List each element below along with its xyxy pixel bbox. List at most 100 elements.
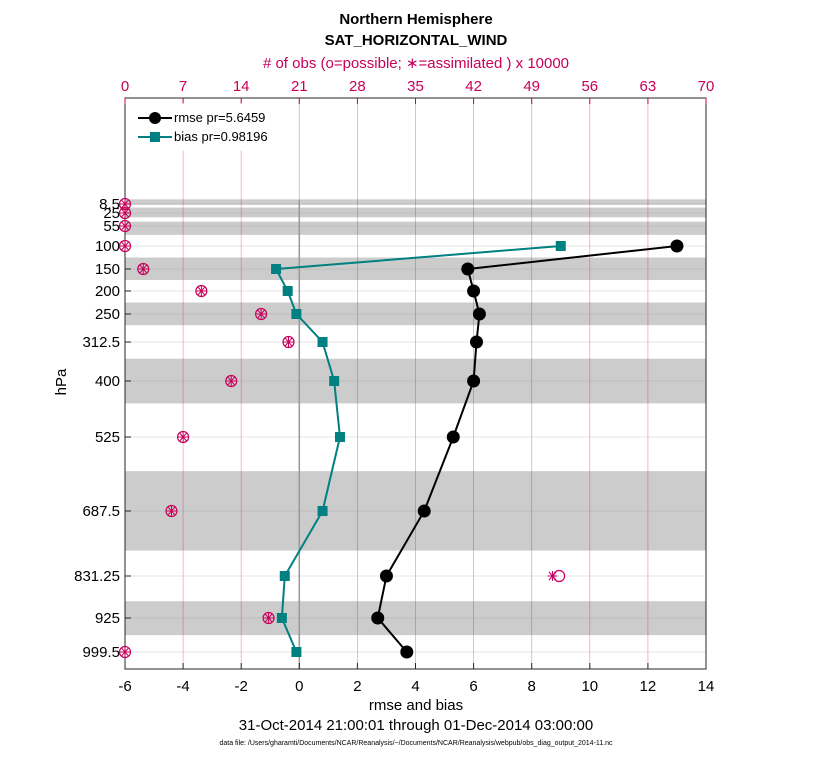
top-tick-label: 35 [407, 78, 424, 95]
top-tick-label: 0 [121, 78, 129, 95]
shaded-band [125, 302, 706, 326]
obs-possible-marker [118, 219, 132, 233]
legend-box [132, 103, 286, 151]
shaded-bands [125, 199, 706, 636]
shaded-band [125, 601, 706, 636]
top-tick-label: 56 [581, 78, 598, 95]
shaded-band [125, 199, 706, 205]
obs-assimilated-marker [263, 613, 274, 623]
obs-assimilated-marker [226, 376, 237, 386]
x-tick-label: -4 [176, 678, 189, 695]
y-tick-label: 200 [95, 283, 120, 300]
y-tick-label: 312.5 [82, 334, 120, 351]
top-tick-label: 7 [179, 78, 187, 95]
y-tick-label: 100 [95, 238, 120, 255]
x-tick-label: 10 [581, 678, 598, 695]
rmse-point [472, 307, 486, 321]
y-tick-label: 687.5 [82, 503, 120, 520]
chart-title: Northern Hemisphere [339, 11, 492, 28]
rmse-point [371, 611, 385, 625]
y-tick-label: 8.5 [99, 196, 120, 213]
bias-point [276, 613, 287, 623]
obs-assimilated-marker [283, 337, 294, 347]
chart-subtitle: SAT_HORIZONTAL_WIND [325, 32, 508, 49]
bias-point [317, 337, 328, 347]
shaded-band [125, 471, 706, 551]
x-tick-label: 6 [469, 678, 477, 695]
rmse-point [379, 569, 393, 583]
top-axis-ticks: 0 7 14 21 28 35 42 49 56 63 70 [121, 78, 715, 104]
data-file-note: data file: /Users/gharamti/Documents/NCA… [219, 740, 613, 747]
obs-possible-marker [255, 307, 268, 321]
rmse-point [461, 262, 475, 276]
obs-assimilated-marker [120, 208, 130, 218]
bias-point [291, 647, 302, 657]
obs-assimilated-marker [256, 309, 267, 319]
obs-assimilated-marker [120, 241, 130, 251]
obs-possible-marker [195, 284, 208, 298]
rmse-point [417, 504, 431, 518]
obs-assimilated-marker [178, 432, 189, 442]
bias-point [282, 286, 293, 296]
bias-point [271, 264, 282, 274]
bias-point [329, 376, 340, 386]
top-tick-label: 63 [640, 78, 657, 95]
rmse-point [670, 239, 684, 253]
obs-assimilated-marker [120, 221, 130, 231]
top-axis-label: # of obs (o=possible; ∗=assimilated ) x … [263, 55, 569, 72]
y-axis-label: hPa [53, 368, 70, 395]
x-tick-label: -2 [235, 678, 248, 695]
obs-possible-marker [118, 206, 132, 220]
top-tick-label: 70 [698, 78, 715, 95]
y-tick-label: 400 [95, 373, 120, 390]
x-tick-label: 8 [528, 678, 536, 695]
obs-assimilated-marker [138, 264, 149, 274]
x-tick-label: 2 [353, 678, 361, 695]
grid-lines [124, 98, 707, 669]
x-axis-ticks: -6 -4 -2 0 2 4 6 8 10 12 14 [118, 663, 714, 695]
bias-point [317, 506, 328, 516]
obs-assimilated-marker [196, 286, 207, 296]
y-tick-label: 925 [95, 610, 120, 627]
rmse-point [467, 374, 481, 388]
obs-possible-marker [177, 430, 190, 444]
obs-possible-marker [118, 645, 132, 659]
top-tick-label: 28 [349, 78, 366, 95]
top-tick-label: 49 [523, 78, 540, 95]
rmse-point [446, 430, 460, 444]
y-tick-label: 150 [95, 261, 120, 278]
bias-point [291, 309, 302, 319]
obs-possible-marker [137, 262, 150, 276]
y-tick-label: 831.25 [74, 568, 120, 585]
bias-point [555, 241, 566, 251]
legend-bias-marker [150, 132, 160, 142]
obs-count-markers [118, 197, 566, 659]
y-tick-label: 999.5 [82, 644, 120, 661]
x-tick-label: -6 [118, 678, 131, 695]
obs-assimilated-marker [120, 647, 130, 657]
x-axis-label: rmse and bias [369, 697, 463, 714]
top-tick-label: 42 [465, 78, 482, 95]
bias-point [334, 432, 345, 442]
obs-possible-marker [282, 335, 295, 349]
obs-possible-marker [225, 374, 238, 388]
x-tick-label: 0 [295, 678, 303, 695]
x-tick-label: 14 [698, 678, 715, 695]
date-range: 31-Oct-2014 21:00:01 through 01-Dec-2014… [239, 717, 593, 734]
legend-rmse-label: rmse pr=5.6459 [174, 110, 265, 125]
shaded-band [125, 257, 706, 280]
obs-assimilated-marker [166, 506, 177, 516]
y-tick-label: 25 [103, 205, 120, 222]
y-tick-label: 250 [95, 306, 120, 323]
obs-possible-marker [262, 611, 275, 625]
obs-assimilated-marker [547, 571, 558, 581]
bias-point [279, 571, 290, 581]
rmse-point [470, 335, 484, 349]
shaded-band [125, 221, 706, 235]
y-tick-label: 525 [95, 429, 120, 446]
shaded-band [125, 207, 706, 218]
obs-possible-marker [118, 239, 132, 253]
shaded-band [125, 358, 706, 404]
legend: rmse pr=5.6459 bias pr=0.98196 [132, 103, 286, 151]
